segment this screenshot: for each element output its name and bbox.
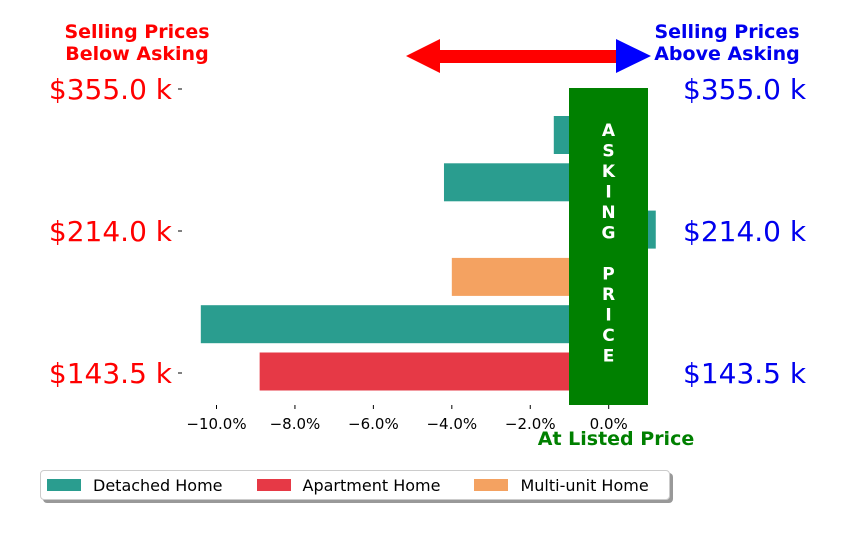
asking-letter-8: P xyxy=(602,265,614,285)
header-above-line-2: Above Asking xyxy=(654,43,800,65)
legend-label-3: Multi-unit Home xyxy=(520,475,649,495)
asking-letter-11: C xyxy=(602,326,614,346)
asking-letter-9: R xyxy=(602,285,615,305)
header-below-asking: Selling Prices Below Asking xyxy=(64,21,209,65)
asking-price-rect xyxy=(569,88,648,405)
left-price-3: $143.5 k xyxy=(49,357,173,390)
arrow-left-head xyxy=(406,39,440,73)
right-price-labels: $355.0 k $214.0 k $143.5 k xyxy=(683,73,807,390)
direction-arrow xyxy=(406,39,651,73)
asking-letter-1: A xyxy=(602,121,616,141)
right-price-2: $214.0 k xyxy=(683,215,807,248)
legend-label-1: Detached Home xyxy=(93,475,223,495)
asking-letter-3: K xyxy=(602,162,616,182)
asking-letter-12: E xyxy=(603,347,615,367)
legend-swatch-2 xyxy=(256,479,291,491)
asking-letter-2: S xyxy=(602,142,614,162)
legend: Detached Home Apartment Home Multi-unit Ho… xyxy=(40,470,670,500)
asking-letter-5: N xyxy=(601,203,615,223)
bar-5 xyxy=(200,305,609,344)
legend-item-3: Multi-unit Home xyxy=(474,475,649,495)
left-price-labels: $355.0 k $214.0 k $143.5 k xyxy=(49,73,182,390)
legend-item-1: Detached Home xyxy=(47,476,223,495)
x-tick-label-5: −2.0% xyxy=(505,415,556,433)
x-tick-label-3: −6.0% xyxy=(348,415,399,433)
header-below-line-2: Below Asking xyxy=(65,43,208,65)
arrow-shaft xyxy=(436,50,622,63)
header-above-line-1: Selling Prices xyxy=(654,21,799,43)
x-tick-label-4: −4.0% xyxy=(426,415,477,433)
bar-6 xyxy=(259,352,609,391)
x-tick-label-6: 0.0% xyxy=(590,415,628,433)
legend-label-2: Apartment Home xyxy=(302,475,441,495)
x-axis-label: At Listed Price xyxy=(538,428,694,450)
left-price-2: $214.0 k xyxy=(49,215,173,248)
left-price-1: $355.0 k xyxy=(49,73,173,106)
asking-letter-6: G xyxy=(602,224,616,244)
asking-letter-4: I xyxy=(605,183,611,203)
x-tick-label-2: −8.0% xyxy=(270,415,321,433)
legend-item-2: Apartment Home xyxy=(256,475,441,495)
legend-swatch-1 xyxy=(47,479,81,491)
x-axis: −10.0% −8.0% −6.0% −4.0% −2.0% 0.0% xyxy=(186,405,628,433)
right-price-3: $143.5 k xyxy=(683,357,807,390)
legend-swatch-3 xyxy=(474,479,509,491)
x-tick-label-1: −10.0% xyxy=(186,415,246,433)
header-below-line-1: Selling Prices xyxy=(64,21,209,43)
right-price-1: $355.0 k xyxy=(683,73,807,106)
header-above-asking: Selling Prices Above Asking xyxy=(654,21,800,65)
asking-letter-10: I xyxy=(605,306,611,326)
arrow-right-head xyxy=(616,39,651,73)
